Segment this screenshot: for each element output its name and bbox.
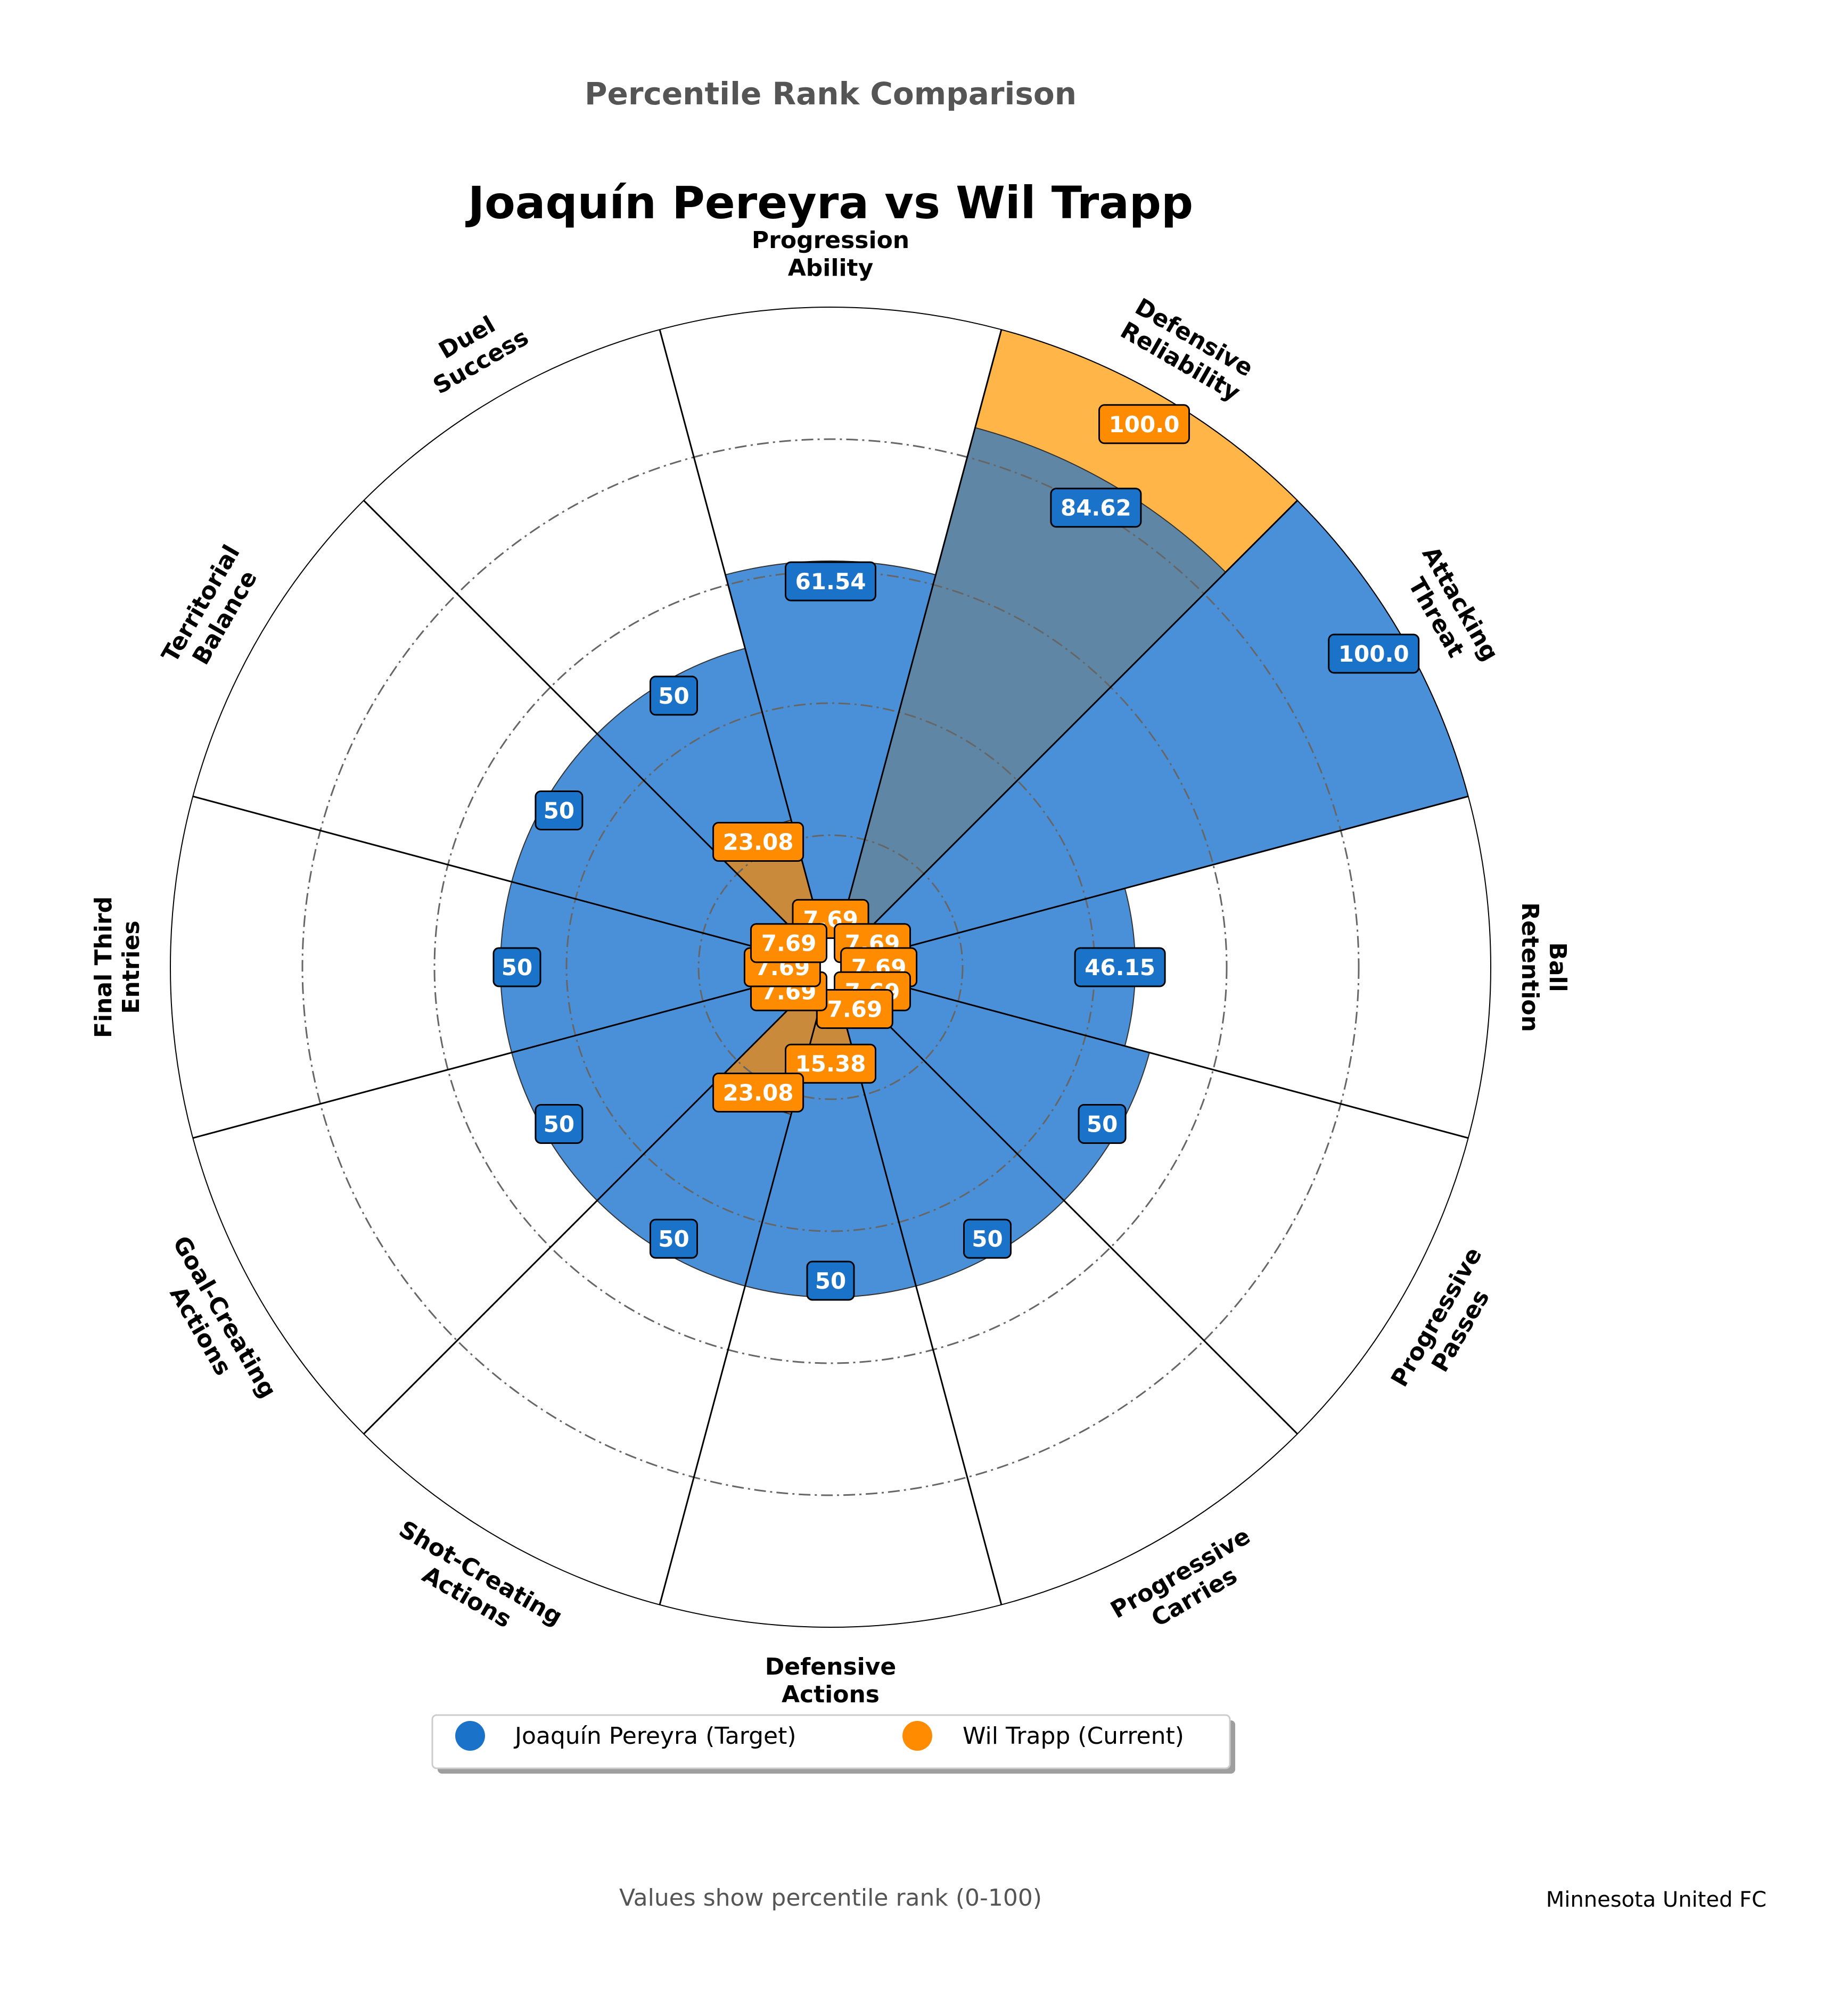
value-label-target-progressive-carries-text: 50 — [972, 1226, 1003, 1252]
legend: Joaquín Pereyra (Target) Wil Trapp (Curr… — [431, 1714, 1235, 1774]
value-label-target-attacking-threat-text: 100.0 — [1338, 641, 1409, 667]
value-labels: 61.54 84.62 100.0 46.15 50 50 50 50 50 50 50 50 7.69… — [492, 404, 1420, 1301]
value-label-current-territorial-balance: 7.69 — [750, 923, 827, 963]
value-label-current-defensive-reliability-text: 100.0 — [1109, 411, 1180, 438]
value-label-target-progressive-passes: 50 — [1078, 1104, 1127, 1144]
value-label-target-ball-retention: 46.15 — [1074, 947, 1166, 987]
category-label-goal-creating-actions: Goal-CreatingActions — [143, 1231, 282, 1416]
category-label-line: Retention — [1516, 902, 1543, 1032]
spoke-line — [830, 966, 1469, 1139]
value-label-target-defensive-reliability-box — [1050, 488, 1142, 528]
category-label-line: Ability — [788, 254, 874, 282]
category-label-defensive-actions: Defensive Actions — [765, 1653, 896, 1708]
value-label-target-territorial-balance-box — [535, 790, 584, 830]
value-label-target-final-third-entries-box — [492, 947, 541, 987]
value-label-target-progression-ability: 61.54 — [785, 561, 876, 602]
grid-circle-20 — [697, 834, 964, 1100]
value-label-target-goal-creating-actions-text: 50 — [544, 1111, 574, 1138]
category-label-progressive-passes: ProgressivePasses — [1386, 1243, 1512, 1405]
value-label-current-defensive-actions-box — [785, 1043, 876, 1084]
value-label-target-ball-retention-box — [1074, 947, 1166, 987]
footer-note: Values show percentile rank (0-100) — [619, 1884, 1042, 1911]
spoke-line — [363, 966, 832, 1435]
outline-layer — [170, 307, 1491, 1628]
category-label-line: Progression — [752, 227, 909, 254]
value-label-target-defensive-reliability-text: 84.62 — [1061, 495, 1131, 521]
spoke-line — [363, 500, 832, 968]
bar-target-progression-ability — [725, 560, 937, 969]
spoke-line — [192, 795, 831, 968]
value-label-target-duel-success-box — [650, 675, 698, 716]
value-label-current-progressive-carries: 7.69 — [816, 989, 893, 1029]
legend-box — [431, 1714, 1231, 1769]
club-name: Minnesota United FC — [1546, 1888, 1767, 1912]
value-label-current-shot-creating-actions-text: 23.08 — [723, 1080, 794, 1106]
spoke-line — [192, 966, 831, 1139]
value-label-current-progressive-carries-text: 7.69 — [827, 996, 882, 1023]
supertitle: Percentile Rank Comparison — [585, 76, 1077, 112]
value-label-current-shot-creating-actions: 23.08 — [712, 1073, 804, 1113]
value-label-target-final-third-entries: 50 — [492, 947, 541, 987]
category-label-line: Actions — [782, 1681, 880, 1708]
value-label-target-progression-ability-text: 61.54 — [795, 568, 866, 595]
value-label-current-defensive-reliability-box — [1098, 404, 1190, 444]
value-label-target-shot-creating-actions-box — [650, 1218, 698, 1259]
grid-circle-80 — [301, 438, 1360, 1496]
legend-marker-current — [902, 1721, 932, 1751]
value-label-target-final-third-entries-text: 50 — [502, 954, 532, 980]
chart-title: Joaquín Pereyra vs Wil Trapp — [465, 177, 1193, 229]
category-label-progression-ability: Progression Ability — [752, 227, 909, 282]
spoke-line — [829, 966, 1298, 1435]
category-label-line: Entries — [118, 920, 145, 1014]
value-label-current-defensive-actions: 15.38 — [785, 1043, 876, 1084]
legend-marker-target — [455, 1721, 485, 1751]
value-label-current-duel-success-text: 23.08 — [723, 829, 794, 855]
value-label-target-shot-creating-actions: 50 — [650, 1218, 698, 1259]
value-label-current-defensive-actions-text: 15.38 — [795, 1051, 866, 1077]
value-label-target-shot-creating-actions-text: 50 — [658, 1226, 689, 1252]
value-label-current-shot-creating-actions-box — [712, 1073, 804, 1113]
spoke-line — [830, 795, 1469, 968]
value-label-target-attacking-threat: 100.0 — [1328, 633, 1420, 674]
value-label-target-progressive-carries: 50 — [963, 1218, 1012, 1259]
category-label-progressive-carries: ProgressiveCarries — [1106, 1522, 1269, 1648]
value-label-target-territorial-balance-text: 50 — [544, 798, 574, 824]
value-label-target-ball-retention-text: 46.15 — [1085, 954, 1155, 980]
value-label-target-attacking-threat-box — [1328, 633, 1420, 674]
value-label-target-defensive-reliability: 84.62 — [1050, 488, 1142, 528]
category-label-line: Ball — [1544, 942, 1571, 992]
value-label-target-progressive-passes-box — [1078, 1104, 1127, 1144]
spoke-line — [829, 329, 1003, 968]
value-label-target-progressive-carries-box — [963, 1218, 1012, 1259]
legend-label-target: Joaquín Pereyra (Target) — [513, 1723, 796, 1750]
value-label-target-defensive-actions: 50 — [806, 1260, 855, 1301]
category-label-ball-retention: BallRetention — [1516, 902, 1571, 1032]
category-label-line: Final Third — [90, 896, 117, 1038]
spoke-line — [659, 329, 832, 968]
value-label-target-duel-success-text: 50 — [658, 683, 689, 709]
value-label-current-defensive-reliability: 100.0 — [1098, 404, 1190, 444]
value-label-current-duel-success-box — [712, 822, 804, 862]
value-label-target-duel-success: 50 — [650, 675, 698, 716]
outer-circle — [170, 307, 1491, 1628]
value-label-target-progression-ability-box — [785, 561, 876, 602]
value-label-target-goal-creating-actions-box — [535, 1104, 584, 1144]
value-label-target-defensive-actions-text: 50 — [815, 1268, 846, 1294]
category-label-line: Defensive — [765, 1653, 896, 1680]
value-label-target-progressive-passes-text: 50 — [1087, 1111, 1118, 1138]
category-label-duel-success: DuelSuccess — [415, 300, 533, 400]
value-label-target-goal-creating-actions: 50 — [535, 1104, 584, 1144]
category-label-shot-creating-actions: Shot-CreatingActions — [381, 1515, 567, 1655]
legend-label-current: Wil Trapp (Current) — [963, 1723, 1184, 1750]
category-label-final-third-entries: Final ThirdEntries — [90, 896, 145, 1038]
value-label-current-territorial-balance-box — [750, 923, 827, 963]
category-label-territorial-balance: TerritorialBalance — [157, 540, 269, 681]
value-label-target-territorial-balance: 50 — [535, 790, 584, 830]
value-label-current-territorial-balance-text: 7.69 — [761, 930, 817, 957]
bar-overlap-defensive-reliability — [829, 427, 1227, 969]
value-label-current-duel-success: 23.08 — [712, 822, 804, 862]
value-label-target-defensive-actions-box — [806, 1260, 855, 1301]
spoke-line — [829, 500, 1298, 968]
